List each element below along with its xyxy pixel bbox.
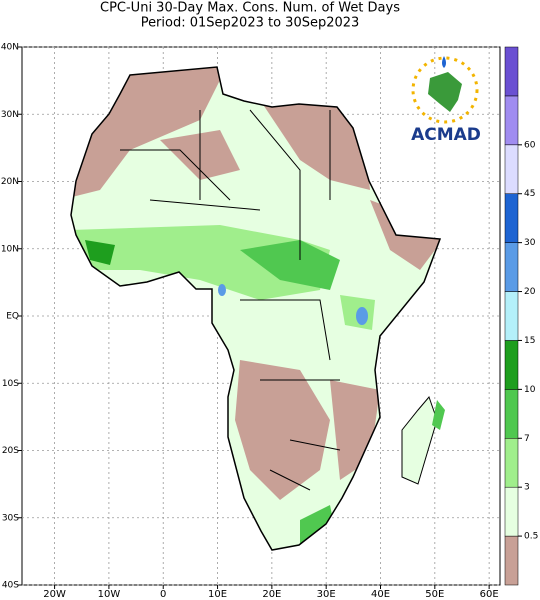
colorbar-band (504, 535, 519, 586)
y-tick-label: 20N (1, 177, 19, 187)
colorbar-label: 30 (524, 238, 536, 248)
x-tick-label: 40E (371, 589, 390, 600)
colorbar-band (504, 486, 519, 537)
colorbar-label: 15 (524, 336, 535, 346)
x-tick-label: 60E (480, 589, 499, 600)
colorbar-band (504, 340, 519, 390)
colorbar-label: 7 (524, 434, 530, 444)
logo-africa (428, 72, 462, 112)
colorbar-band (504, 193, 519, 243)
colorbar-band (504, 242, 519, 292)
colorbar-band (504, 144, 519, 194)
y-tick-label: 10N (1, 244, 19, 254)
y-tick-label: 40N (1, 43, 19, 53)
colorbar-band (504, 46, 519, 97)
colorbar-band (504, 95, 519, 146)
logo-sun (411, 56, 479, 124)
x-tick-label: 20E (262, 589, 281, 600)
colorbar-label: 45 (524, 189, 535, 199)
x-tick-label: 10W (98, 589, 121, 600)
y-tick-label: 30N (1, 110, 19, 120)
colorbar-label: 20 (524, 287, 536, 297)
colorbar-band (504, 291, 519, 341)
coastline (70, 66, 442, 551)
x-tick-label: 0 (160, 589, 166, 600)
y-tick-label: 40S (2, 581, 19, 591)
y-tick-label: 10S (2, 379, 19, 389)
logo-drop (442, 56, 446, 68)
logo: ACMAD (411, 56, 481, 145)
colorbar-label: 60 (524, 140, 536, 150)
y-tick-label: 20S (2, 446, 19, 456)
subtitle: Period: 01Sep2023 to 30Sep2023 (141, 16, 360, 31)
logo-text: ACMAD (411, 125, 481, 145)
borders (120, 109, 341, 491)
y-tick-label: EQ (6, 312, 19, 322)
x-tick-label: 30E (317, 589, 336, 600)
x-tick-label: 50E (425, 589, 444, 600)
x-tick-label: 20W (43, 589, 66, 600)
title: CPC-Uni 30-Day Max. Cons. Num. of Wet Da… (100, 1, 400, 16)
colorbar-label: 0.5 (524, 532, 538, 542)
y-tick-label: 30S (2, 513, 19, 523)
colorbar-band (504, 438, 519, 488)
colorbar-label: 3 (524, 483, 530, 493)
colorbar-band (504, 389, 519, 439)
x-tick-label: 10E (208, 589, 227, 600)
colorbar-label: 10 (524, 385, 536, 395)
